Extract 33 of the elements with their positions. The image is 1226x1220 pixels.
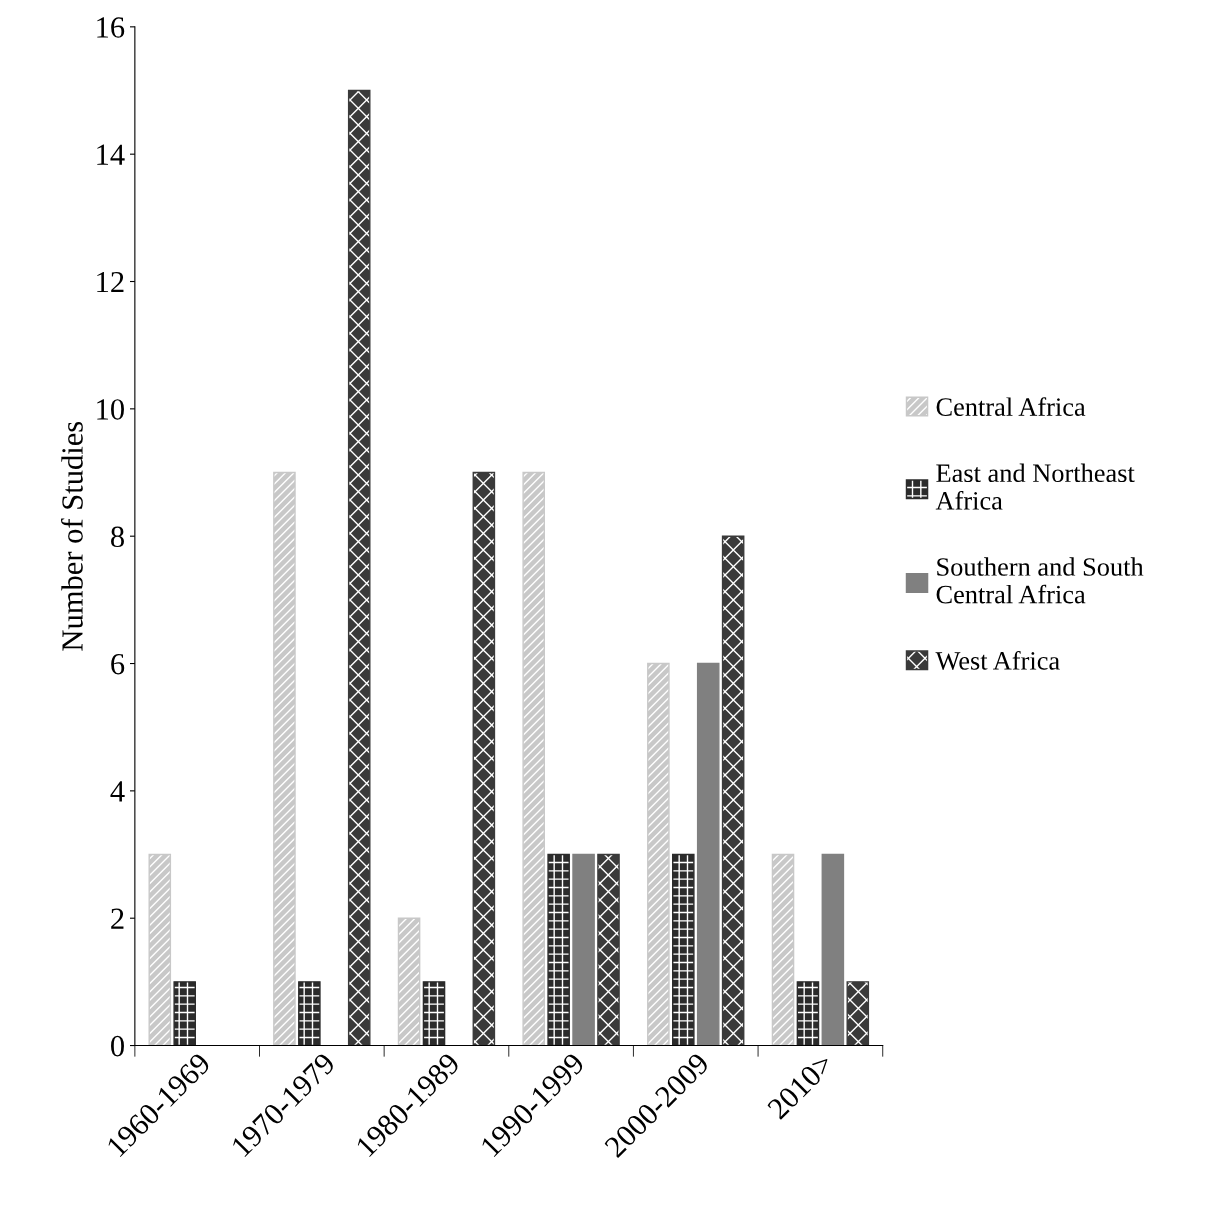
legend-label: Southern and South Central Africa [936,557,1144,604]
y-tick-label: 12 [97,271,124,293]
legend-label: Central Africa [936,397,1086,416]
y-tick-label: 4 [110,781,125,802]
bar [572,853,595,1046]
bar [397,917,421,1046]
bar [547,853,570,1046]
bar [821,853,845,1046]
legend-label: East and Northeast Africa [935,463,1135,510]
bar [522,471,546,1046]
bar [298,981,321,1046]
bar [796,981,820,1046]
bar [422,981,446,1046]
y-tick-label: 8 [111,526,124,548]
bar [672,853,695,1046]
bar [273,471,296,1046]
y-tick-label: 14 [97,144,125,165]
y-tick-label: 16 [97,17,125,38]
bar [696,662,720,1046]
y-tick-label: 2 [111,908,124,929]
legend-label: West Africa [935,650,1060,670]
bar [721,535,745,1046]
bar [647,662,670,1046]
bar [173,981,197,1046]
y-axis-title: Number of Studies [61,421,83,651]
bar [472,471,496,1046]
bar [347,89,371,1046]
bar [771,853,795,1046]
bar [597,853,620,1046]
bar [846,981,870,1046]
y-tick-label: 6 [111,653,125,675]
y-tick-label: 10 [97,399,124,420]
bar [148,853,172,1046]
